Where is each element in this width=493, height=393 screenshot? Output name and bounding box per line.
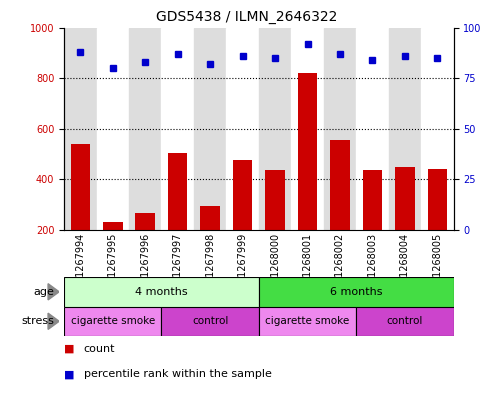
Bar xyxy=(226,28,259,230)
Bar xyxy=(298,73,317,230)
Bar xyxy=(64,277,259,307)
Bar xyxy=(363,171,382,230)
Text: ■: ■ xyxy=(64,344,74,354)
Bar xyxy=(194,28,226,230)
Bar xyxy=(388,28,421,230)
Bar xyxy=(356,28,388,230)
Bar xyxy=(233,160,252,230)
Bar xyxy=(395,167,415,230)
Text: control: control xyxy=(192,316,228,326)
Bar xyxy=(200,206,220,230)
Bar xyxy=(64,307,161,336)
Text: cigarette smoke: cigarette smoke xyxy=(70,316,155,326)
Text: GDS5438 / ILMN_2646322: GDS5438 / ILMN_2646322 xyxy=(156,10,337,24)
Text: ■: ■ xyxy=(64,369,74,379)
Bar xyxy=(70,144,90,230)
Bar xyxy=(356,307,454,336)
Bar xyxy=(324,28,356,230)
Bar xyxy=(103,222,122,230)
Bar xyxy=(427,169,447,230)
Bar xyxy=(259,277,454,307)
Text: control: control xyxy=(387,316,423,326)
Polygon shape xyxy=(48,313,59,329)
Bar xyxy=(161,28,194,230)
Bar xyxy=(291,28,324,230)
Bar xyxy=(168,153,187,230)
Bar xyxy=(97,28,129,230)
Bar xyxy=(64,28,97,230)
Text: 4 months: 4 months xyxy=(135,287,188,297)
Bar xyxy=(161,307,259,336)
Text: count: count xyxy=(84,344,115,354)
Text: cigarette smoke: cigarette smoke xyxy=(265,316,350,326)
Text: stress: stress xyxy=(21,316,54,326)
Bar xyxy=(265,171,285,230)
Bar xyxy=(259,307,356,336)
Bar xyxy=(330,140,350,230)
Bar xyxy=(421,28,454,230)
Polygon shape xyxy=(48,284,59,300)
Bar xyxy=(259,28,291,230)
Text: 6 months: 6 months xyxy=(330,287,383,297)
Bar xyxy=(136,213,155,230)
Text: percentile rank within the sample: percentile rank within the sample xyxy=(84,369,272,379)
Text: age: age xyxy=(34,287,54,297)
Bar xyxy=(129,28,161,230)
